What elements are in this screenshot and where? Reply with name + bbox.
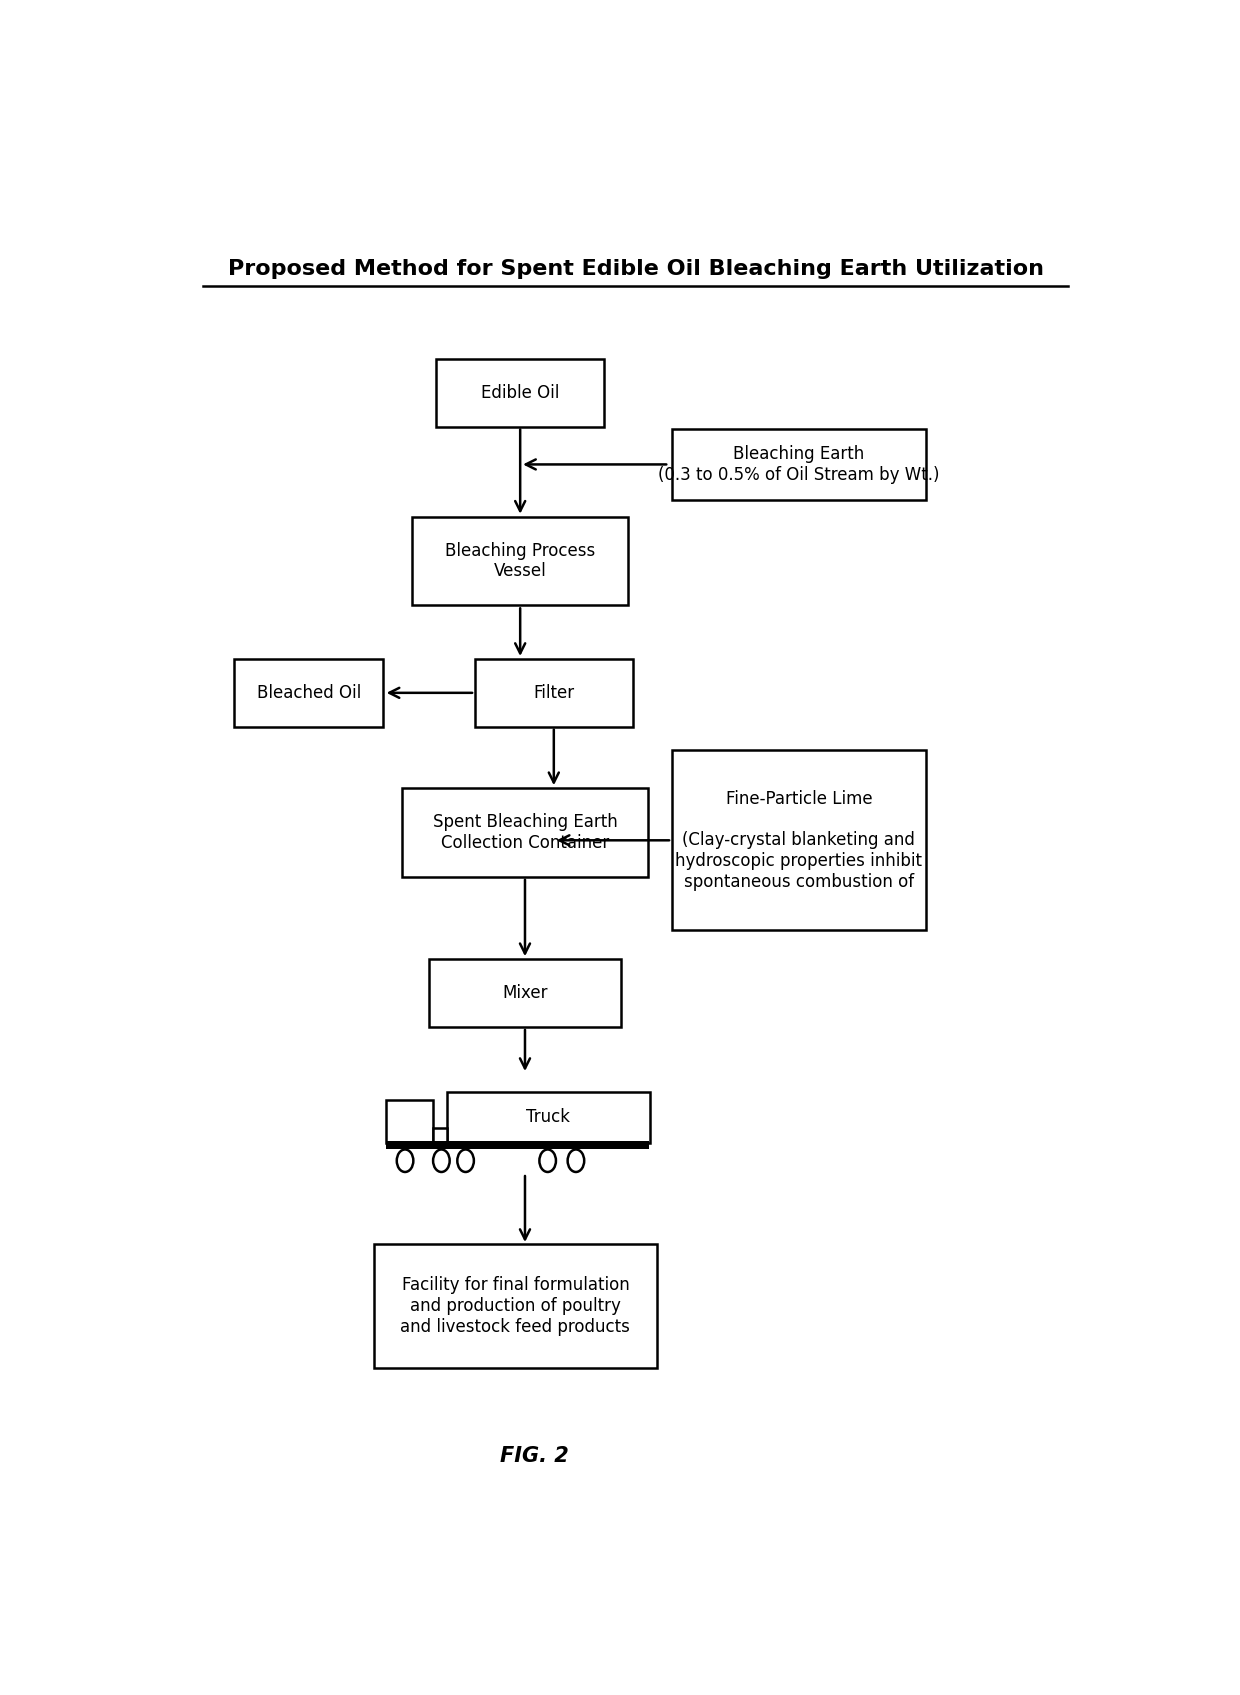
Text: Proposed Method for Spent Edible Oil Bleaching Earth Utilization: Proposed Method for Spent Edible Oil Ble… [227,259,1044,278]
Text: Bleached Oil: Bleached Oil [257,683,361,702]
Bar [475,659,634,727]
Circle shape [433,1149,450,1171]
Bar [403,788,647,876]
Bar [672,751,926,931]
Bar [386,1100,433,1142]
Bar [386,1141,649,1149]
Text: Mixer: Mixer [502,985,548,1002]
Bar [446,1092,650,1142]
Text: FIG. 2: FIG. 2 [500,1446,569,1466]
Bar [234,659,383,727]
Circle shape [539,1149,556,1171]
Bar [429,959,621,1027]
Bar [436,359,604,427]
Circle shape [568,1149,584,1171]
Bar [433,1129,446,1142]
Text: Facility for final formulation
and production of poultry
and livestock feed prod: Facility for final formulation and produ… [401,1276,630,1336]
Bar [412,517,629,605]
Bar [672,429,926,500]
Text: Bleaching Earth
(0.3 to 0.5% of Oil Stream by Wt.): Bleaching Earth (0.3 to 0.5% of Oil Stre… [658,446,940,483]
Text: Bleaching Process
Vessel: Bleaching Process Vessel [445,542,595,580]
Text: Filter: Filter [533,683,574,702]
Text: Edible Oil: Edible Oil [481,383,559,402]
Bar [373,1244,657,1368]
Circle shape [458,1149,474,1171]
Text: Fine-Particle Lime

(Clay-crystal blanketing and
hydroscopic properties inhibit
: Fine-Particle Lime (Clay-crystal blanket… [676,790,923,892]
Circle shape [397,1149,413,1171]
Text: Truck: Truck [526,1107,570,1125]
Text: Spent Bleaching Earth
Collection Container: Spent Bleaching Earth Collection Contain… [433,814,618,853]
